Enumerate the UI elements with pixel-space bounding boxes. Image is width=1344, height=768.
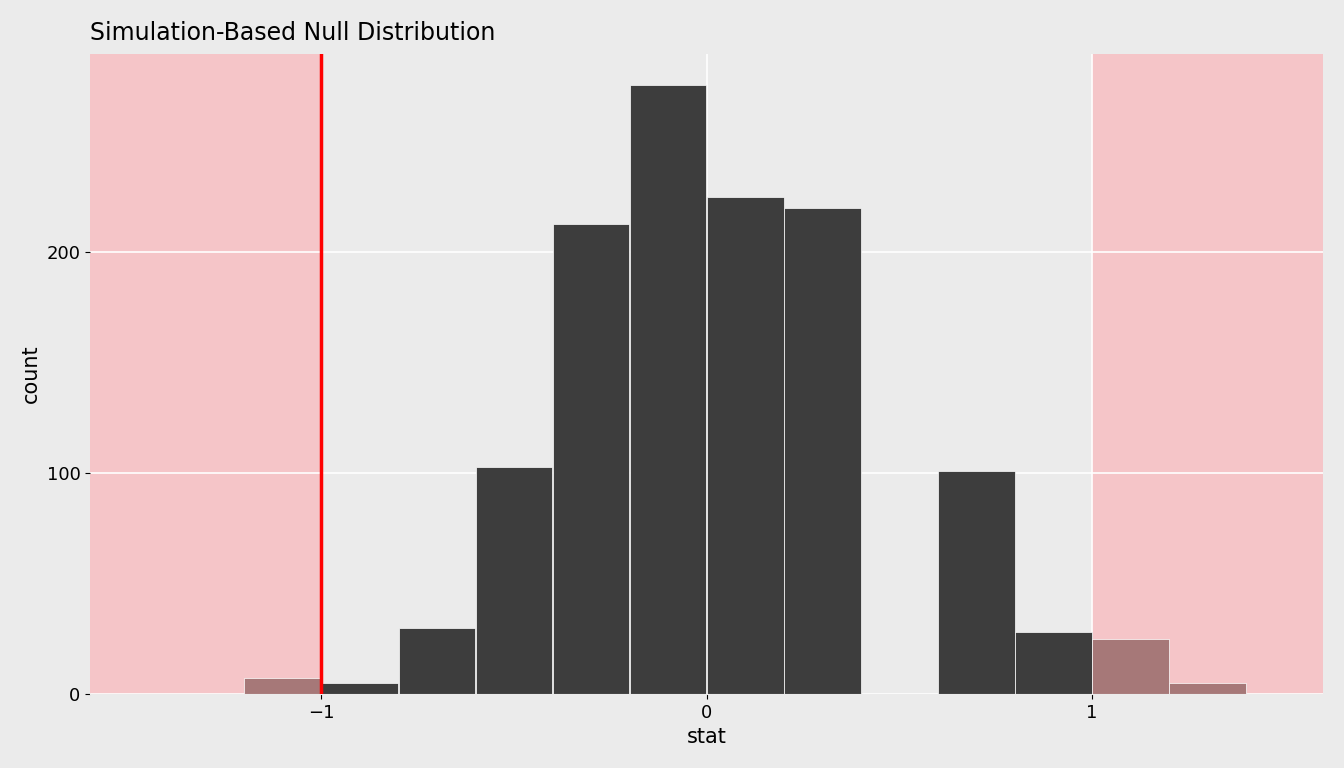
Bar: [476, 466, 552, 694]
Bar: [938, 471, 1015, 694]
Bar: [1093, 639, 1169, 694]
Bar: [321, 683, 398, 694]
Bar: [1015, 632, 1091, 694]
Bar: [784, 208, 860, 694]
Text: Simulation-Based Null Distribution: Simulation-Based Null Distribution: [90, 21, 496, 45]
Bar: [707, 197, 784, 694]
Bar: [399, 627, 476, 694]
Bar: [245, 678, 321, 694]
Bar: [630, 84, 707, 694]
Bar: [1169, 683, 1246, 694]
Y-axis label: count: count: [22, 345, 40, 403]
Bar: [90, 54, 321, 694]
Bar: [1091, 54, 1322, 694]
X-axis label: stat: stat: [687, 727, 727, 747]
Bar: [552, 223, 629, 694]
